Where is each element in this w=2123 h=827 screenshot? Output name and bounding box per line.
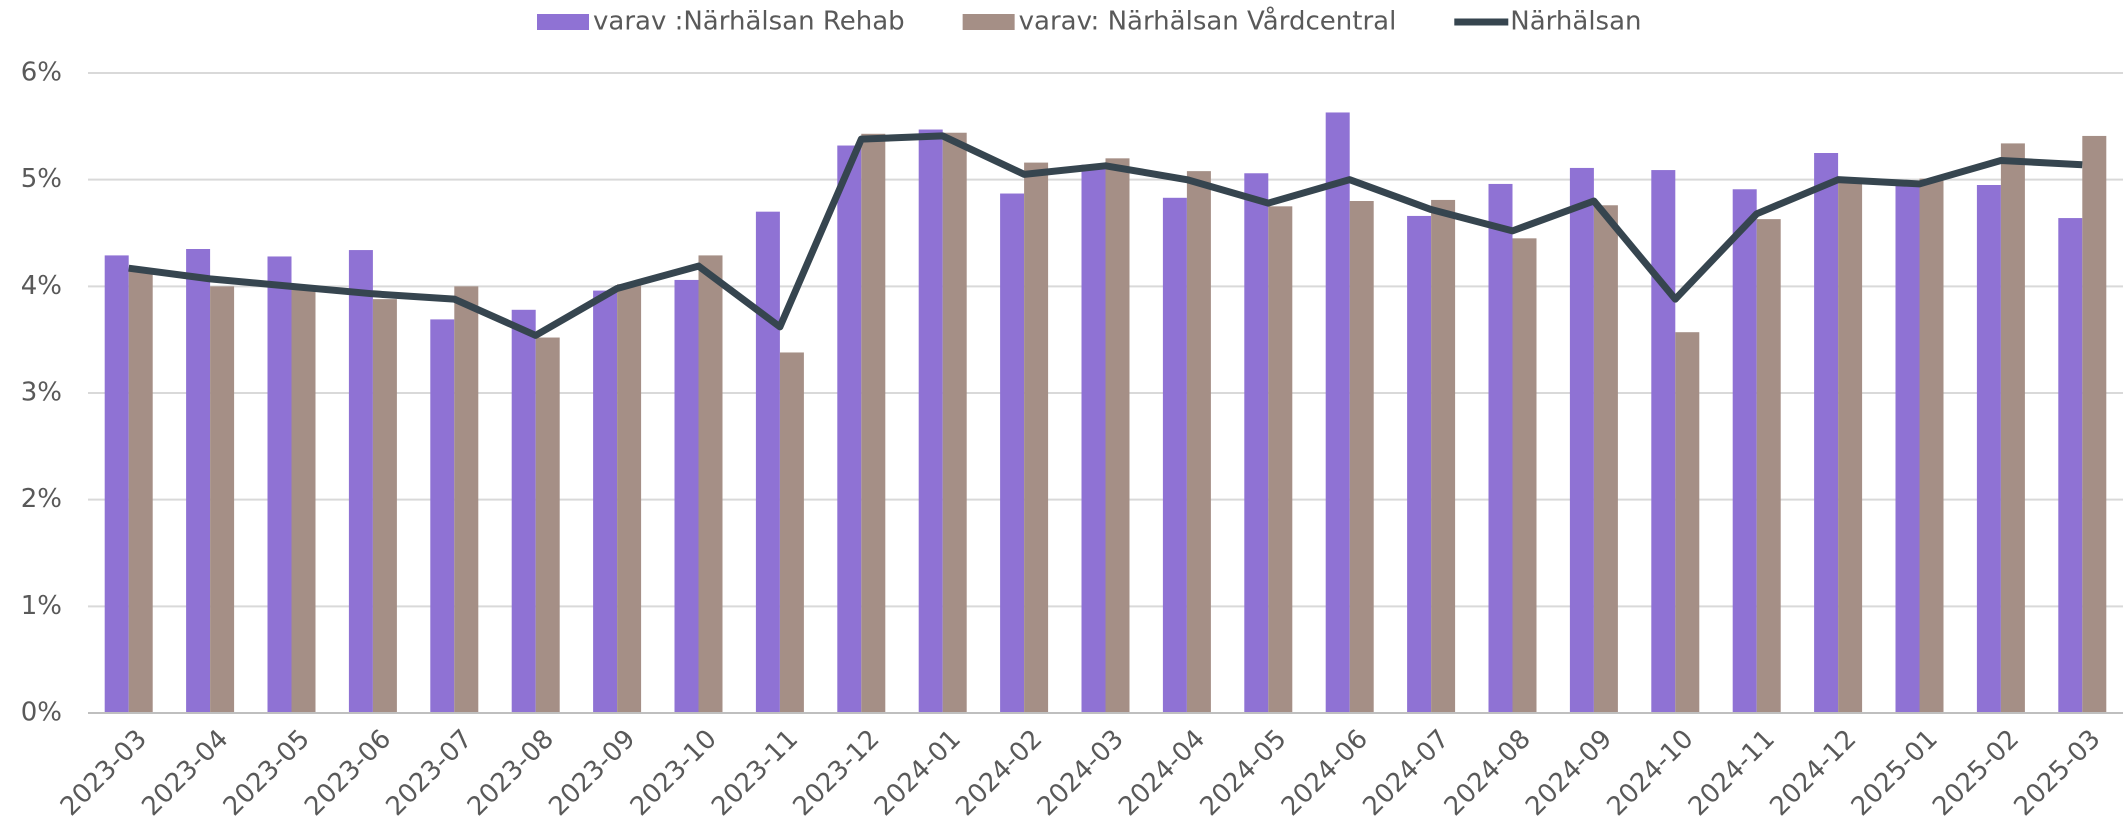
x-tick-label: 2024-10 (1602, 724, 1700, 822)
y-tick-label: 0% (21, 698, 62, 728)
bar (535, 337, 560, 713)
x-tick-label: 2023-10 (625, 724, 723, 822)
bar (1976, 185, 2001, 713)
x-tick-label: 2024-11 (1683, 724, 1781, 822)
x-tick-label: 2024-04 (1113, 724, 1211, 822)
bar (1814, 153, 1839, 713)
x-tick-label: 2023-04 (136, 724, 234, 822)
x-tick-label: 2023-11 (706, 724, 804, 822)
bar (291, 288, 316, 713)
bar (186, 249, 211, 713)
bar (372, 299, 397, 713)
bar (698, 255, 723, 713)
x-tick-label: 2025-01 (1846, 724, 1944, 822)
bar (2058, 218, 2083, 714)
bar (1162, 197, 1187, 714)
bar (1593, 205, 1618, 713)
legend-label: varav: Närhälsan Vårdcentral (1019, 6, 1397, 37)
bar (918, 129, 943, 714)
x-tick-label: 2024-08 (1439, 724, 1537, 822)
bar (1675, 332, 1700, 713)
y-tick-label: 2% (21, 484, 62, 514)
bar (861, 133, 886, 714)
legend-swatch (537, 14, 589, 30)
bar (1081, 164, 1106, 713)
bar (1651, 170, 1676, 714)
bar (674, 279, 699, 713)
bar (128, 270, 153, 713)
x-tick-label: 2024-01 (869, 724, 967, 822)
bar (1186, 171, 1211, 714)
bar (1349, 201, 1374, 713)
x-tick-label: 2025-02 (1927, 724, 2025, 822)
line (128, 132, 2083, 339)
x-tick-label: 2024-05 (1195, 724, 1293, 822)
bar (1488, 183, 1513, 713)
bar (454, 286, 479, 713)
bar (617, 284, 642, 713)
bar (2000, 143, 2025, 713)
y-tick-label: 1% (21, 591, 62, 621)
bar (511, 309, 536, 713)
bar (1431, 199, 1456, 713)
bar (593, 290, 618, 713)
x-tick-label: 2023-06 (299, 724, 397, 822)
bar (1000, 193, 1025, 714)
x-tick-label: 2023-03 (55, 724, 153, 822)
bar (837, 145, 862, 714)
bar (779, 352, 804, 713)
bar (1512, 238, 1537, 714)
bar (1105, 158, 1130, 714)
x-tick-label: 2023-05 (218, 724, 316, 822)
x-tick-label: 2023-09 (543, 724, 641, 822)
bar (210, 286, 235, 713)
y-tick-label: 4% (21, 271, 62, 301)
bar (2082, 135, 2107, 713)
x-tick-label: 2024-07 (1357, 724, 1455, 822)
bar (1407, 215, 1432, 713)
bar (430, 319, 455, 713)
x-tick-label: 2025-03 (2009, 724, 2107, 822)
y-tick-label: 3% (21, 378, 62, 408)
bar (267, 256, 292, 713)
bar (755, 211, 780, 713)
bar (348, 250, 373, 714)
bar (1919, 178, 1944, 714)
legend-label: varav :Närhälsan Rehab (593, 7, 905, 37)
bar (1024, 162, 1049, 714)
y-tick-label: 6% (21, 58, 62, 88)
x-tick-label: 2024-03 (1032, 724, 1130, 822)
bar (1325, 112, 1350, 713)
x-tick-label: 2024-12 (1764, 724, 1862, 822)
bar (1838, 180, 1863, 713)
x-tick-label: 2023-07 (381, 724, 479, 822)
x-tick-label: 2024-06 (1276, 724, 1374, 822)
bar (1569, 167, 1594, 713)
bar (1756, 219, 1781, 713)
bar (104, 255, 129, 713)
bar (1244, 173, 1269, 713)
y-tick-label: 5% (21, 164, 62, 194)
x-tick-label: 2024-02 (950, 724, 1048, 822)
x-tick-label: 2023-12 (788, 724, 886, 822)
bar (1895, 180, 1920, 713)
x-tick-label: 2023-08 (462, 724, 560, 822)
bar (942, 132, 967, 713)
legend-swatch (962, 14, 1015, 30)
bar (1268, 206, 1293, 714)
bar (1732, 189, 1757, 713)
x-tick-label: 2024-09 (1520, 724, 1618, 822)
legend-label: Närhälsan (1510, 7, 1641, 37)
